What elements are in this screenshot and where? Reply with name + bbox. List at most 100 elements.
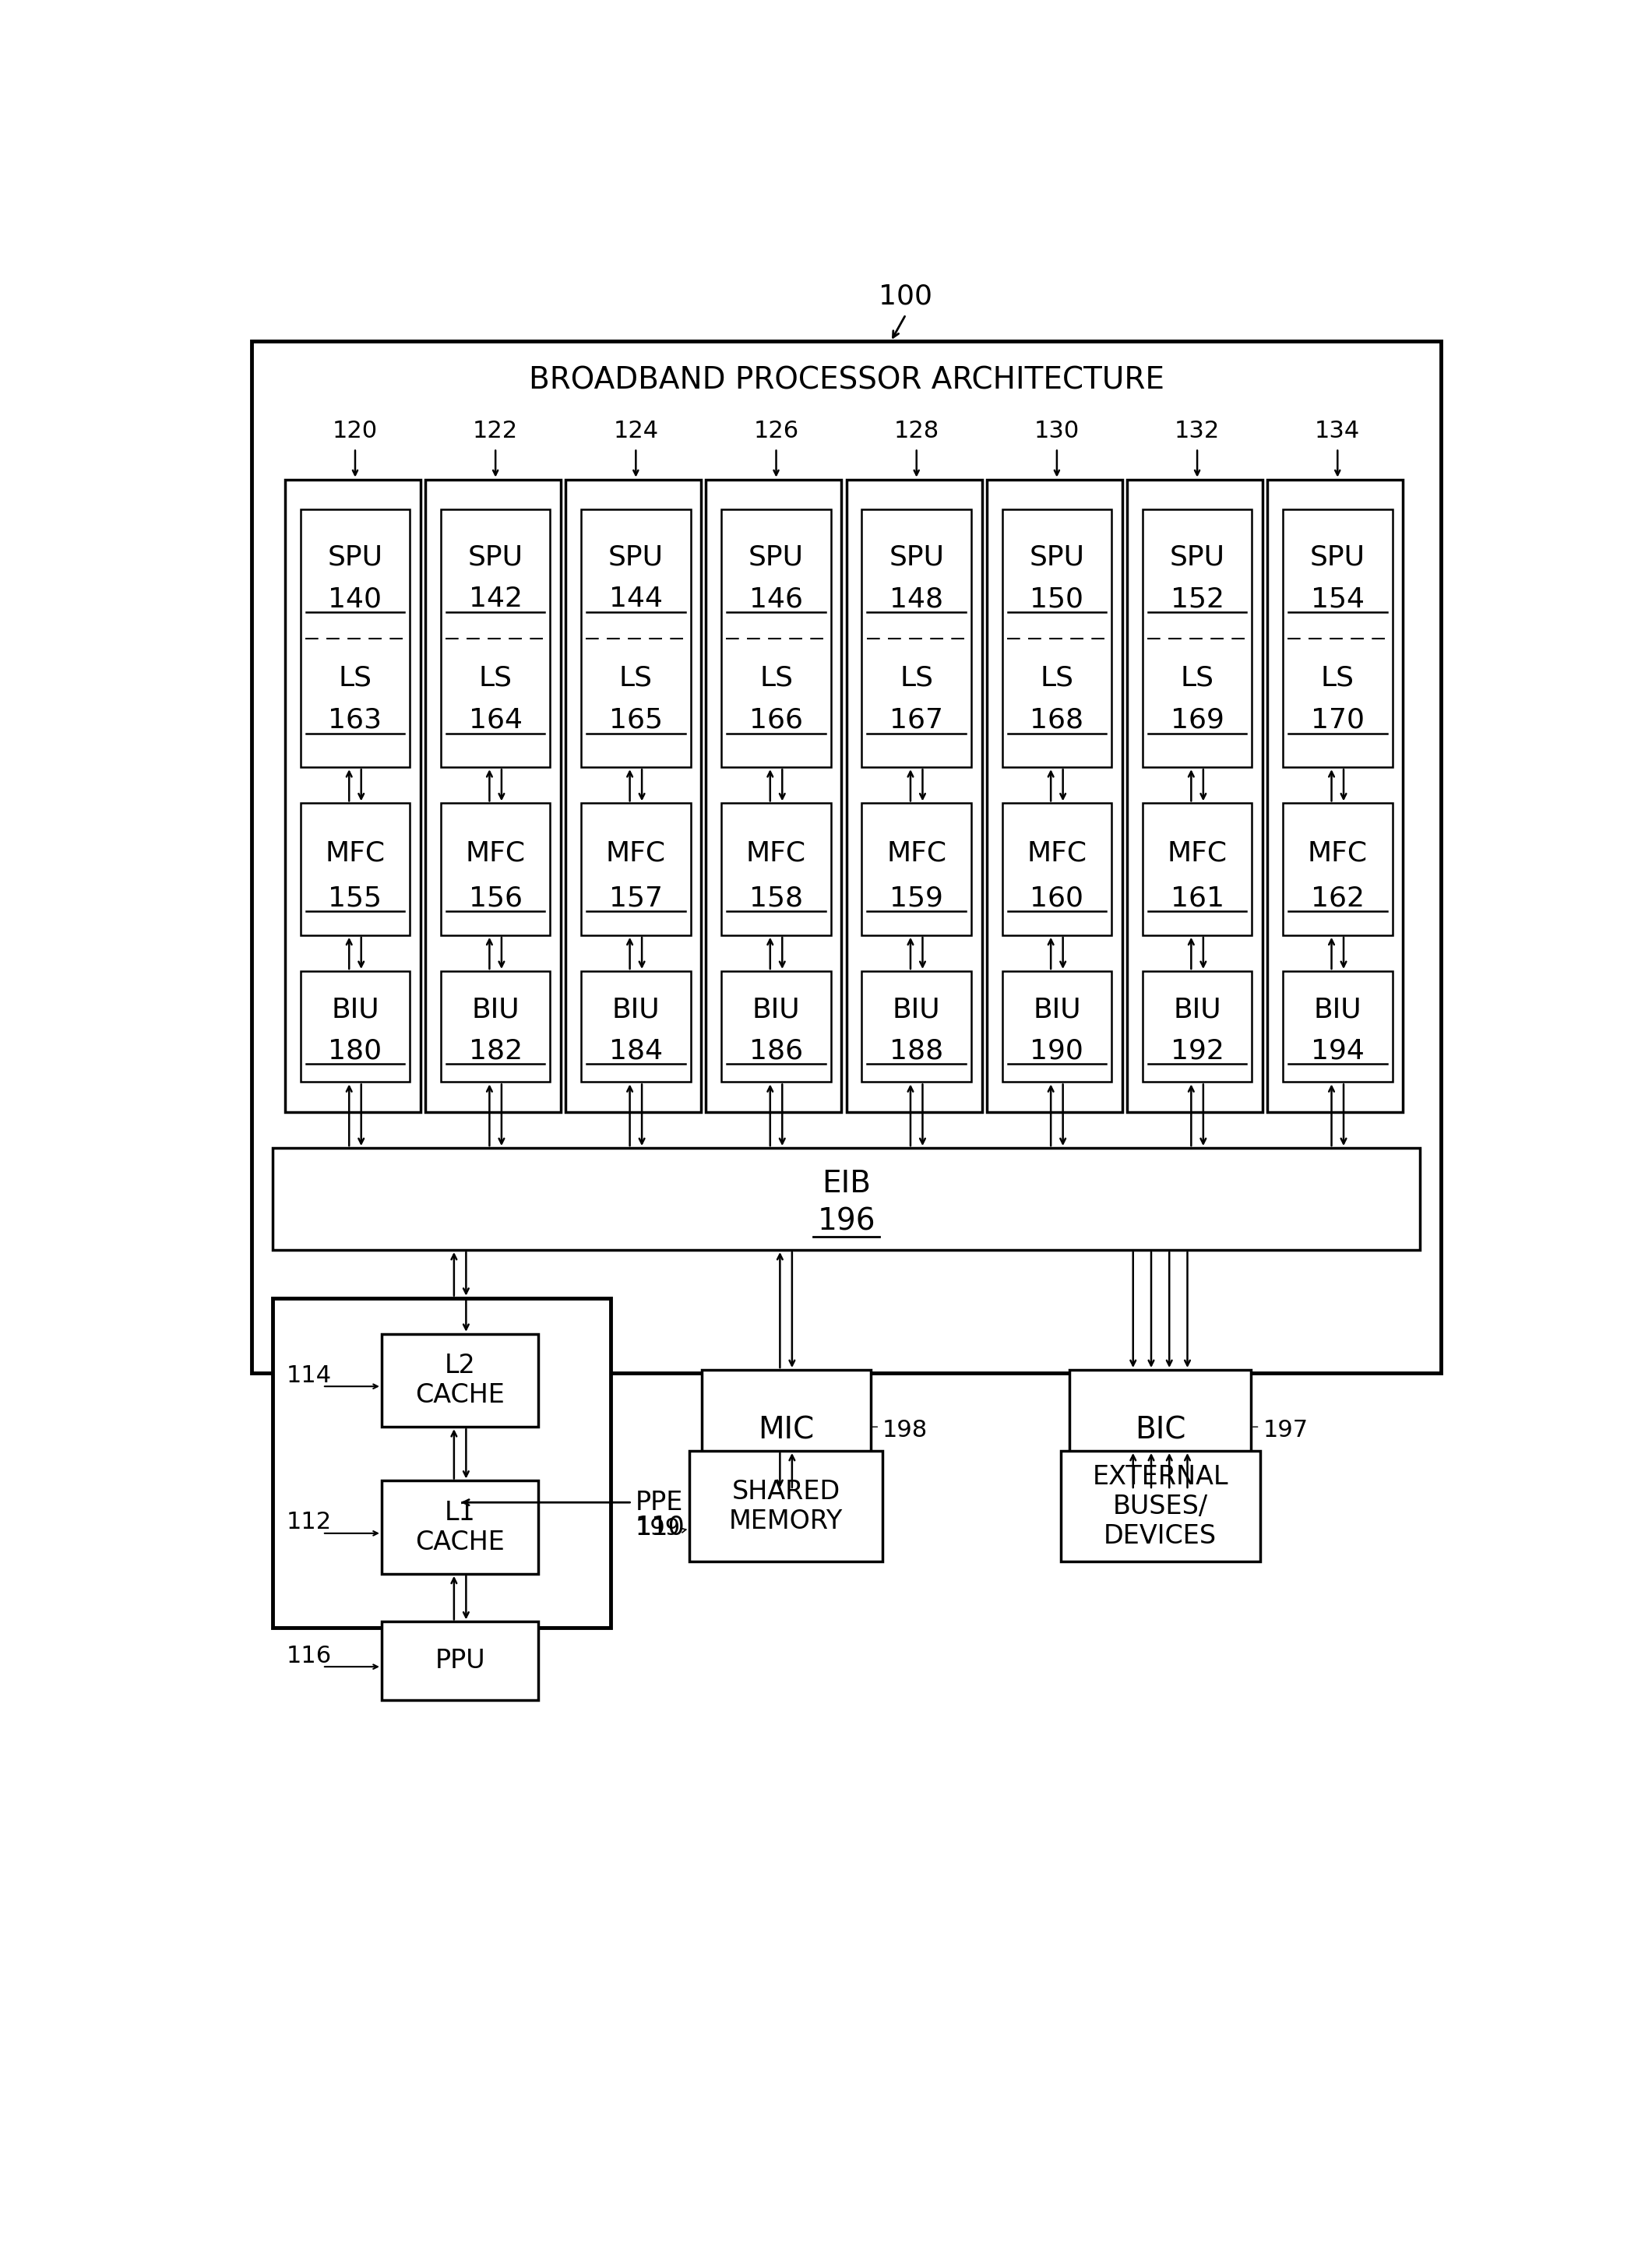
Text: SPU: SPU xyxy=(1310,544,1365,570)
Text: LS: LS xyxy=(900,665,933,692)
Bar xyxy=(1127,478,1262,1112)
Bar xyxy=(273,1298,611,1628)
Text: 157: 157 xyxy=(610,885,662,912)
Text: BIU: BIU xyxy=(892,997,940,1024)
Bar xyxy=(251,341,1441,1372)
Text: 199: 199 xyxy=(634,1518,681,1541)
Bar xyxy=(565,478,700,1112)
Text: SPU: SPU xyxy=(889,544,945,570)
Text: BIU: BIU xyxy=(752,997,800,1024)
Text: 198: 198 xyxy=(882,1419,928,1442)
Text: MFC: MFC xyxy=(1168,840,1227,867)
Text: 130: 130 xyxy=(1034,420,1079,442)
Text: MFC: MFC xyxy=(1028,840,1087,867)
Text: MFC: MFC xyxy=(1307,840,1368,867)
Text: MFC: MFC xyxy=(466,840,525,867)
Text: 120: 120 xyxy=(332,420,378,442)
Text: MFC: MFC xyxy=(606,840,666,867)
Text: BIU: BIU xyxy=(330,997,380,1024)
Text: 110: 110 xyxy=(634,1514,684,1541)
Text: SHARED
MEMORY: SHARED MEMORY xyxy=(729,1478,843,1534)
Text: 190: 190 xyxy=(1031,1038,1084,1065)
Text: 164: 164 xyxy=(469,707,522,734)
Bar xyxy=(1284,510,1393,768)
Bar xyxy=(1003,804,1112,934)
Text: LS: LS xyxy=(1181,665,1214,692)
Bar xyxy=(582,804,691,934)
Text: 140: 140 xyxy=(329,586,382,613)
Text: BIU: BIU xyxy=(611,997,659,1024)
Bar xyxy=(1143,804,1252,934)
Bar xyxy=(689,1451,882,1561)
Text: 124: 124 xyxy=(613,420,659,442)
Bar xyxy=(1003,510,1112,768)
Text: 161: 161 xyxy=(1170,885,1224,912)
Bar xyxy=(722,510,831,768)
Bar xyxy=(301,510,410,768)
Text: 152: 152 xyxy=(1170,586,1224,613)
Text: 168: 168 xyxy=(1029,707,1084,734)
Bar xyxy=(722,970,831,1083)
Bar xyxy=(1143,970,1252,1083)
Text: 166: 166 xyxy=(750,707,803,734)
Text: EXTERNAL
BUSES/
DEVICES: EXTERNAL BUSES/ DEVICES xyxy=(1092,1464,1227,1550)
Text: 142: 142 xyxy=(469,586,522,613)
Text: 132: 132 xyxy=(1175,420,1219,442)
Text: 194: 194 xyxy=(1310,1038,1365,1065)
Bar xyxy=(702,1370,871,1489)
Bar xyxy=(705,478,841,1112)
Text: 144: 144 xyxy=(610,586,662,613)
Text: 182: 182 xyxy=(469,1038,522,1065)
Text: 112: 112 xyxy=(286,1512,332,1534)
Bar xyxy=(986,478,1122,1112)
Text: 150: 150 xyxy=(1029,586,1084,613)
Text: 197: 197 xyxy=(1262,1419,1308,1442)
Text: 100: 100 xyxy=(879,283,933,310)
Text: PPU: PPU xyxy=(434,1649,486,1673)
Text: 159: 159 xyxy=(890,885,943,912)
Text: 163: 163 xyxy=(329,707,382,734)
Text: BIU: BIU xyxy=(471,997,519,1024)
Text: MIC: MIC xyxy=(758,1415,814,1444)
Text: MFC: MFC xyxy=(887,840,947,867)
Text: SPU: SPU xyxy=(608,544,664,570)
Text: 156: 156 xyxy=(469,885,522,912)
Bar xyxy=(1003,970,1112,1083)
Bar xyxy=(1143,510,1252,768)
Text: 114: 114 xyxy=(286,1363,332,1386)
Text: SPU: SPU xyxy=(1029,544,1084,570)
Text: 126: 126 xyxy=(753,420,800,442)
Bar xyxy=(382,1622,539,1700)
Text: 192: 192 xyxy=(1170,1038,1224,1065)
Bar xyxy=(441,970,550,1083)
Text: 170: 170 xyxy=(1310,707,1365,734)
Bar xyxy=(1070,1370,1251,1489)
Text: BIU: BIU xyxy=(1032,997,1080,1024)
Text: 186: 186 xyxy=(750,1038,803,1065)
Bar xyxy=(382,1480,539,1574)
Bar xyxy=(862,804,971,934)
Text: 169: 169 xyxy=(1170,707,1224,734)
Text: BIC: BIC xyxy=(1135,1415,1186,1444)
Text: LS: LS xyxy=(620,665,653,692)
Text: 128: 128 xyxy=(894,420,940,442)
Text: LS: LS xyxy=(479,665,512,692)
Text: 188: 188 xyxy=(889,1038,943,1065)
Text: EIB: EIB xyxy=(821,1168,871,1199)
Bar xyxy=(582,510,691,768)
Text: L1
CACHE: L1 CACHE xyxy=(415,1500,506,1554)
Bar xyxy=(273,1148,1419,1251)
Text: 180: 180 xyxy=(329,1038,382,1065)
Bar xyxy=(382,1334,539,1426)
Text: MFC: MFC xyxy=(747,840,806,867)
Text: 146: 146 xyxy=(750,586,803,613)
Text: SPU: SPU xyxy=(468,544,524,570)
Bar xyxy=(301,804,410,934)
Text: 155: 155 xyxy=(329,885,382,912)
Bar xyxy=(862,970,971,1083)
Bar xyxy=(1061,1451,1260,1561)
Text: SPU: SPU xyxy=(1170,544,1224,570)
Bar xyxy=(862,510,971,768)
Text: LS: LS xyxy=(760,665,793,692)
Text: 184: 184 xyxy=(610,1038,662,1065)
